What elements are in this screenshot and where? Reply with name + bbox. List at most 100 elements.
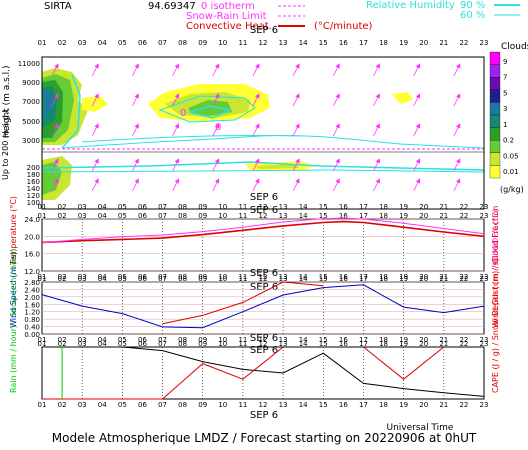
rh-contours (41, 74, 485, 173)
hour-tick-label: 11 (238, 203, 247, 211)
hour-tick-label: 04 (98, 203, 107, 211)
hour-tick-label: 21 (439, 275, 448, 283)
hour-tick-label: 23 (480, 340, 489, 348)
wind-arrow (413, 158, 421, 172)
wind-arrows (51, 63, 461, 192)
cloud-blob-right (392, 92, 413, 104)
site-code: 94.69347 (148, 1, 196, 12)
hour-tick-label: 06 (138, 336, 147, 344)
hour-tick-label: 17 (359, 273, 368, 281)
legend-convective: Convective Heat. (186, 21, 272, 32)
legend-rh-60: 60 % (460, 10, 485, 21)
wind-arrow (252, 93, 260, 107)
cloud-panel-frame (41, 56, 485, 210)
colorbar-tick: 9 (503, 58, 507, 66)
hour-tick-label: 05 (118, 336, 127, 344)
cloud-low-tick: 100 (27, 199, 40, 207)
hour-tick-label: 23 (480, 275, 489, 283)
series-line-cape (42, 346, 445, 400)
hour-tick-label: 22 (459, 340, 468, 348)
hour-tick-label: 19 (399, 203, 408, 211)
hour-tick-label: 16 (339, 340, 348, 348)
y-tick-label: 16.0 (24, 251, 40, 259)
hour-tick-label: 14 (299, 340, 308, 348)
hour-tick-label: 12 (259, 340, 268, 348)
cloud-height-tick: 7000 (22, 98, 40, 106)
hour-tick-label: 12 (259, 39, 268, 47)
hour-tick-label: 07 (158, 203, 167, 211)
wind-arrow (413, 93, 421, 107)
hour-tick-label: 13 (279, 340, 288, 348)
hour-tick-label: 18 (379, 273, 388, 281)
hour-tick-label: 01 (38, 212, 47, 220)
hour-tick-label: 08 (178, 401, 187, 409)
hour-tick-label: 18 (379, 212, 388, 220)
wind-arrow (51, 158, 59, 172)
wind-arrow (373, 63, 380, 77)
wind-arrow (292, 123, 300, 137)
hour-tick-label: 09 (198, 212, 207, 220)
panel-date-label-bottom: SEP 6 (250, 410, 278, 421)
hour-tick-label: 02 (58, 401, 67, 409)
hour-tick-label: 23 (480, 39, 489, 47)
hour-tick-label: 11 (238, 340, 247, 348)
hour-tick-label: 06 (138, 273, 147, 281)
hour-tick-label: 10 (218, 39, 227, 47)
cloud-height-tick: 11000 (18, 60, 40, 68)
hour-tick-label: 16 (339, 336, 348, 344)
wind-arrow (252, 178, 260, 192)
colorbar-swatch (489, 140, 501, 153)
hour-tick-label: 15 (319, 273, 328, 281)
colorbar-tick: 1 (503, 121, 507, 129)
colorbar-tick: 7 (503, 74, 507, 82)
hour-tick-label: 04 (98, 275, 107, 283)
cloud-low-tick: 200 (27, 164, 40, 172)
hour-tick-label: 07 (158, 273, 167, 281)
hour-tick-label: 01 (38, 275, 47, 283)
y-tick-label: 0.40 (24, 324, 40, 332)
wind-arrow (91, 63, 99, 77)
hour-tick-label: 11 (238, 212, 247, 220)
colorbar-tick: 3 (503, 105, 507, 113)
hour-tick-label: 20 (419, 336, 428, 344)
legend-rh: Relative Humidity (366, 0, 455, 11)
hour-tick-label: 23 (480, 401, 489, 409)
hour-tick-label: 01 (38, 273, 47, 281)
wind-arrow (132, 93, 139, 107)
hour-tick-label: 10 (218, 203, 227, 211)
wind-arrow (51, 93, 59, 107)
x-axis-label: Universal Time (387, 423, 454, 433)
hour-tick-label: 06 (138, 275, 147, 283)
hour-tick-label: 09 (198, 275, 207, 283)
hour-tick-label: 20 (419, 275, 428, 283)
hour-tick-label: 03 (78, 336, 87, 344)
wind-arrow (51, 123, 59, 137)
hour-tick-label: 16 (339, 273, 348, 281)
y-tick-label: 20.0 (24, 233, 40, 241)
hour-tick-label: 20 (419, 401, 428, 409)
wind-arrow (172, 178, 179, 192)
y-axis-label: Wind Speed (m / s) (9, 252, 18, 328)
hour-tick-label: 17 (359, 39, 368, 47)
series-line-cloud-fraction (42, 346, 485, 397)
hour-tick-label: 10 (218, 340, 227, 348)
hour-tick-label: 23 (480, 273, 489, 281)
y-tick-label: 2.00 (24, 294, 40, 302)
wind-arrow (453, 178, 461, 192)
hour-tick-label: 04 (98, 212, 107, 220)
hour-tick-label: 17 (359, 336, 368, 344)
hour-tick-label: 06 (138, 401, 147, 409)
colorbar-swatch (489, 127, 501, 141)
hour-tick-label: 05 (118, 203, 127, 211)
hour-tick-label: 04 (98, 336, 107, 344)
isotherm-tag: 0 (180, 108, 186, 119)
hour-tick-label: 09 (198, 203, 207, 211)
hour-tick-label: 23 (480, 212, 489, 220)
hour-tick-label: 15 (319, 203, 328, 211)
panel-date-label-bottom: SEP 6 (250, 345, 278, 356)
hour-tick-label: 05 (118, 401, 127, 409)
line-panel: 01 02 03 04 05 06 07 08 09 10 11 12 13 14 15 16 17 18 19 20… (9, 252, 500, 356)
hour-tick-label: 18 (379, 275, 388, 283)
legend-snow-rain: Snow-Rain Limit (186, 11, 267, 22)
